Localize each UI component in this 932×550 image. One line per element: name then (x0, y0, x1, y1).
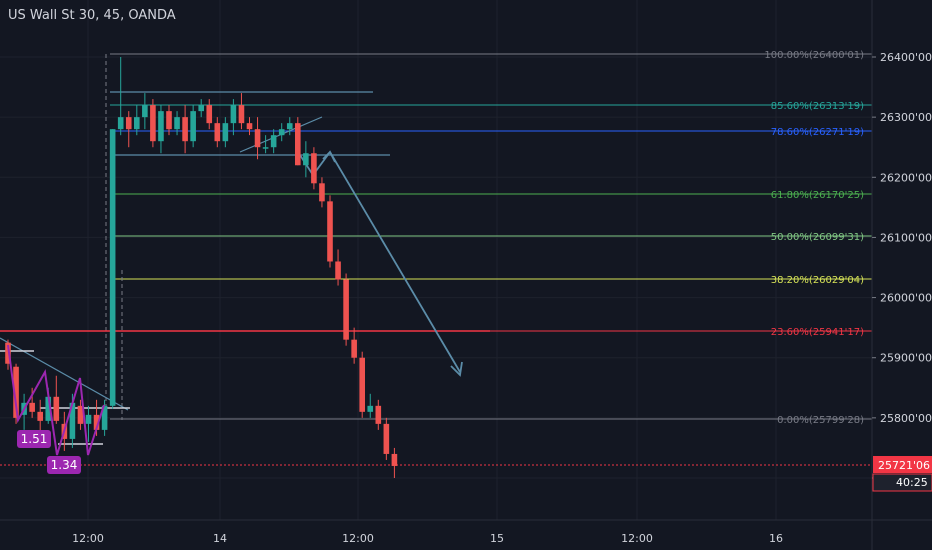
fib-level-label: 38.20%(26029'04) (771, 275, 864, 286)
candle-body[interactable] (262, 147, 269, 149)
candle-body[interactable] (174, 117, 180, 130)
candle-body[interactable] (69, 402, 76, 439)
price-axis[interactable]: 26400'00 26300'00 26200'00 26100'00 26000'00… (871, 0, 932, 550)
current-price-label: 25721'06 (878, 459, 930, 472)
candle-body[interactable] (206, 105, 213, 124)
ratio-label: 1.34 (51, 458, 78, 472)
candle-body[interactable] (134, 117, 140, 130)
countdown-label: 40:25 (896, 476, 928, 489)
candle-body[interactable] (117, 117, 124, 130)
fib-level-label: 50.00%(26099'31) (771, 232, 864, 243)
candle-body[interactable] (166, 111, 172, 130)
candle-body[interactable] (254, 129, 261, 148)
candle-body[interactable] (37, 411, 43, 421)
fibonacci-retracement[interactable]: 100.00%(26400'01) 85.60%(26313'19) 78.60%(… (105, 50, 872, 426)
candle-body[interactable] (101, 405, 108, 430)
candle-body[interactable] (391, 453, 398, 466)
time-tick-label: 15 (490, 532, 504, 545)
time-tick-label: 14 (213, 532, 227, 545)
harmonic-pattern-line[interactable] (7, 344, 105, 456)
price-tick-label: 26000'00 (880, 292, 932, 305)
arrow-head[interactable] (450, 361, 463, 377)
candle-body[interactable] (367, 405, 374, 412)
candle-body[interactable] (77, 405, 84, 424)
candle-body[interactable] (182, 117, 188, 142)
fib-level-label: 0.00%(25799'28) (777, 415, 864, 426)
candlestick-series[interactable] (5, 57, 398, 478)
candle-body[interactable] (327, 201, 333, 262)
time-tick-label: 12:00 (621, 532, 653, 545)
candle-body[interactable] (319, 183, 325, 202)
current-price-badge (873, 456, 932, 473)
candle-body[interactable] (222, 123, 229, 142)
candle-body[interactable] (198, 105, 204, 112)
candle-body[interactable] (53, 396, 60, 421)
candle-body[interactable] (150, 105, 156, 142)
candle-body[interactable] (375, 405, 382, 424)
candle-body[interactable] (246, 123, 253, 130)
candle-body[interactable] (214, 123, 221, 142)
arrow-head[interactable] (322, 150, 336, 163)
price-tick-label: 26100'00 (880, 231, 932, 244)
candle-body[interactable] (238, 105, 245, 124)
candle-body[interactable] (85, 414, 92, 424)
candle-body[interactable] (343, 279, 349, 340)
candle-body[interactable] (142, 105, 148, 118)
fib-level-label: 61.80%(26170'25) (771, 190, 864, 201)
time-axis[interactable]: 12:00 14 12:00 15 12:00 16 (0, 519, 932, 545)
candle-body[interactable] (270, 135, 277, 148)
triangle-line[interactable] (0, 337, 129, 411)
candle-body[interactable] (158, 111, 164, 142)
price-tick-label: 26400'00 (880, 51, 932, 64)
price-tick-label: 26200'00 (880, 171, 932, 184)
candle-body[interactable] (190, 111, 196, 142)
ratio-label: 1.51 (21, 432, 48, 446)
candle-body[interactable] (13, 366, 19, 418)
candle-body[interactable] (311, 153, 317, 184)
candle-body[interactable] (5, 342, 11, 364)
candle-body[interactable] (109, 129, 116, 406)
candle-body[interactable] (230, 105, 237, 124)
candle-body[interactable] (93, 414, 100, 430)
ratio-label-bg (17, 430, 51, 448)
fib-level-label: 78.60%(26271'19) (771, 127, 864, 138)
candle-body[interactable] (335, 261, 341, 280)
ratio-label-bg (47, 456, 81, 474)
candle-body[interactable] (295, 123, 301, 166)
symbol-title: US Wall St 30, 45, OANDA (8, 8, 176, 23)
candle-body[interactable] (351, 339, 357, 358)
fib-level-label: 100.00%(26400'01) (764, 50, 864, 61)
price-tick-label: 25900'00 (880, 352, 932, 365)
price-tick-label: 26300'00 (880, 111, 932, 124)
candle-body[interactable] (125, 117, 132, 130)
harmonic-pattern[interactable]: 1.511.34 (7, 344, 105, 474)
countdown-badge (872, 473, 932, 492)
candle-body[interactable] (359, 357, 365, 412)
candle-body[interactable] (45, 396, 52, 421)
time-tick-label: 16 (769, 532, 783, 545)
time-tick-label: 12:00 (342, 532, 374, 545)
fib-level-label: 23.60%(25941'17) (771, 327, 864, 338)
candle-body[interactable] (286, 123, 293, 130)
grid-lines (0, 0, 872, 520)
candle-body[interactable] (278, 129, 285, 136)
candle-body[interactable] (303, 153, 309, 166)
time-tick-label: 12:00 (72, 532, 104, 545)
price-tick-label: 25800'00 (880, 412, 932, 425)
fib-level-label: 85.60%(26313'19) (771, 101, 864, 112)
candle-body[interactable] (29, 402, 35, 412)
candle-body[interactable] (383, 423, 390, 454)
